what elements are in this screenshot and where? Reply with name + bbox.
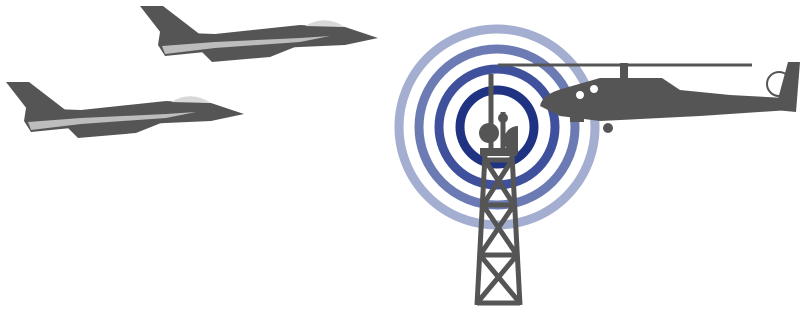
helicopter-window — [590, 85, 598, 93]
tower-platform — [480, 148, 517, 156]
helicopter-gun — [570, 116, 584, 122]
jet-canopy — [305, 20, 345, 27]
helicopter-body — [540, 78, 790, 121]
helicopter-tail-fin — [775, 62, 800, 112]
jet — [140, 6, 378, 62]
tower-dish — [479, 123, 499, 143]
helicopter-wheel — [603, 123, 613, 133]
jet — [6, 82, 244, 138]
helicopter-window — [576, 91, 584, 99]
helicopter-mast — [620, 63, 628, 79]
illustration — [0, 0, 801, 309]
tower-light — [498, 113, 508, 123]
tower — [477, 74, 520, 305]
jet-canopy — [171, 96, 211, 103]
